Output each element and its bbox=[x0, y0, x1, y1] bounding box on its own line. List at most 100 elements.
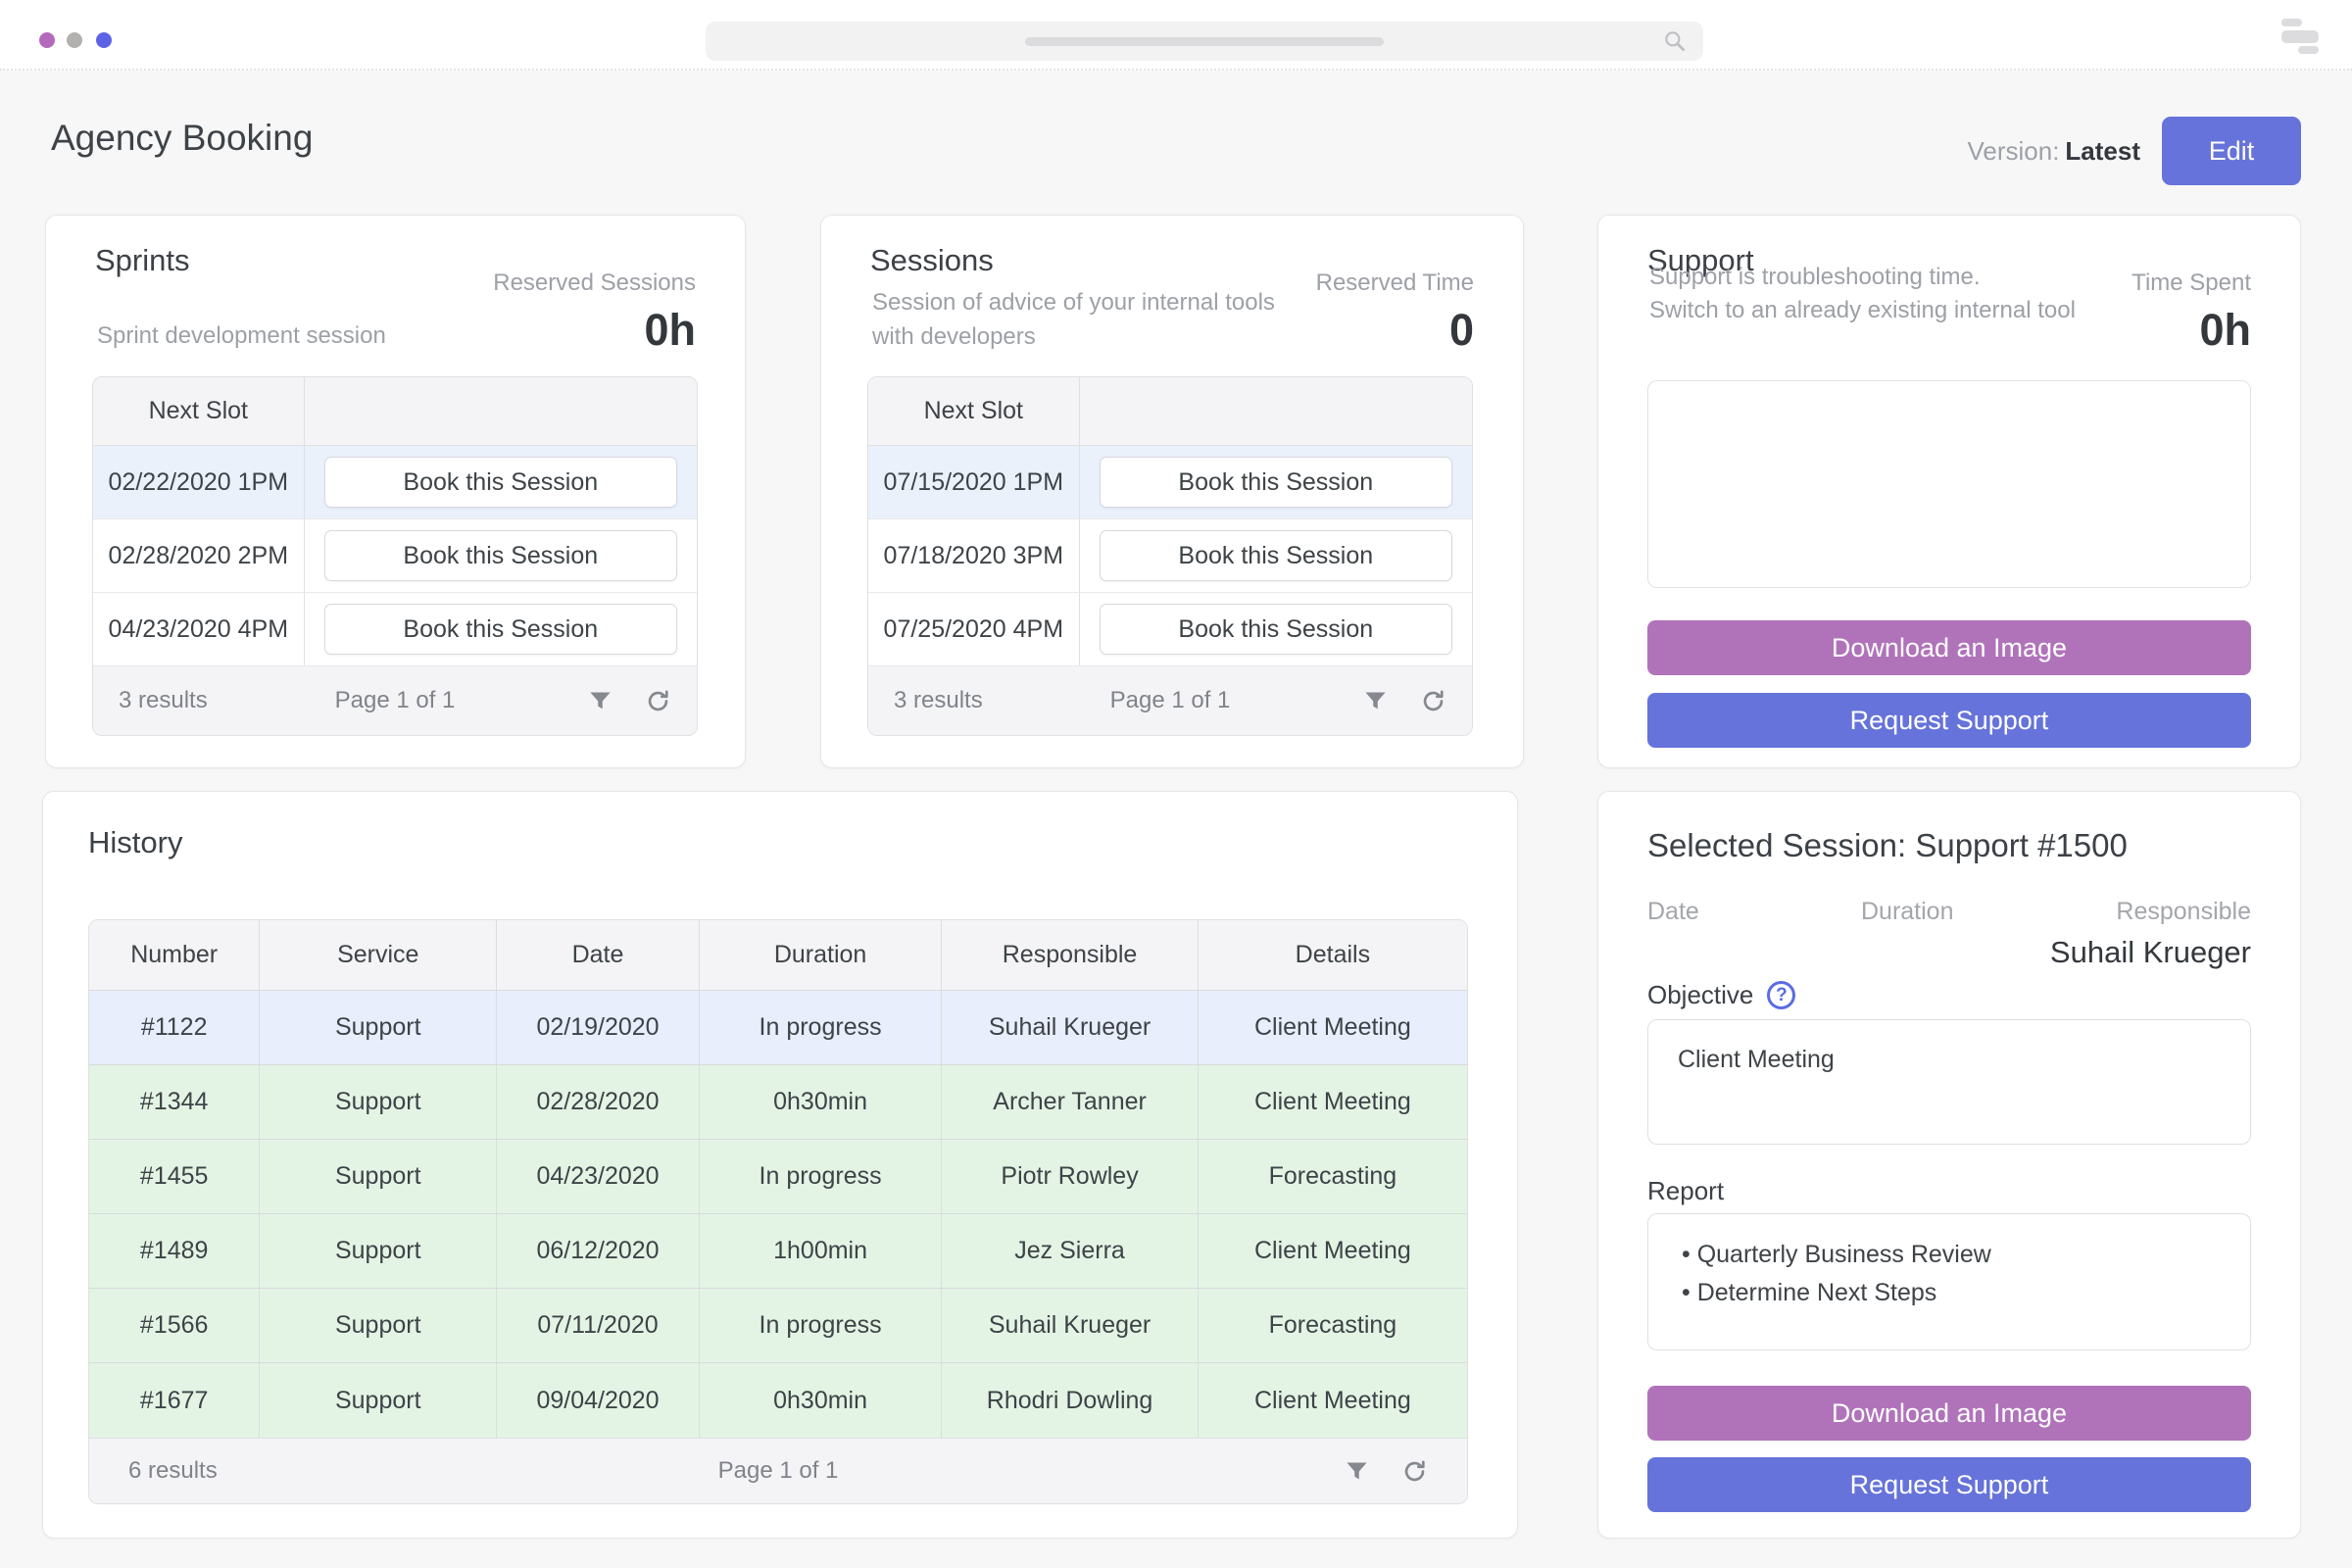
column-header-responsible: Responsible bbox=[942, 920, 1199, 990]
cell-service: Support bbox=[260, 1065, 498, 1139]
history-row[interactable]: #1344 Support 02/28/2020 0h30min Archer … bbox=[89, 1065, 1467, 1140]
responsible-value: Suhail Krueger bbox=[2049, 935, 2251, 969]
search-icon[interactable] bbox=[1662, 28, 1688, 54]
request-support-button[interactable]: Request Support bbox=[1647, 693, 2251, 748]
page-indicator: Page 1 of 1 bbox=[1109, 687, 1231, 713]
history-row[interactable]: #1489 Support 06/12/2020 1h00min Jez Sie… bbox=[89, 1214, 1467, 1289]
refresh-icon[interactable] bbox=[1420, 688, 1446, 714]
slot-datetime: 07/25/2020 4PM bbox=[868, 593, 1080, 665]
history-table: Number Service Date Duration Responsible… bbox=[88, 919, 1468, 1504]
cell-date: 06/12/2020 bbox=[497, 1214, 700, 1288]
sessions-table-body: 07/15/2020 1PM Book this Session 07/18/2… bbox=[868, 446, 1472, 666]
sprints-pagination: 3 results Page 1 of 1 bbox=[93, 666, 697, 735]
book-session-button[interactable]: Book this Session bbox=[1099, 457, 1452, 508]
sprints-table-body: 02/22/2020 1PM Book this Session 02/28/2… bbox=[93, 446, 697, 666]
sprints-stat: Reserved Sessions 0h bbox=[493, 270, 696, 356]
time-spent-label: Time Spent bbox=[2132, 270, 2251, 296]
sessions-stat: Reserved Time 0 bbox=[1316, 270, 1474, 356]
cell-responsible: Suhail Krueger bbox=[942, 991, 1199, 1064]
download-image-button[interactable]: Download an Image bbox=[1647, 1386, 2251, 1441]
window-menu-icon[interactable] bbox=[2281, 18, 2330, 55]
window-dot-gray[interactable] bbox=[67, 32, 82, 48]
book-session-button[interactable]: Book this Session bbox=[1099, 530, 1452, 581]
cell-number: #1455 bbox=[89, 1140, 261, 1213]
column-header-details: Details bbox=[1295, 941, 1371, 968]
window-dot-purple[interactable] bbox=[39, 32, 55, 48]
cell-number: #1489 bbox=[89, 1214, 261, 1288]
results-count: 6 results bbox=[128, 1457, 218, 1484]
slot-datetime: 07/15/2020 1PM bbox=[868, 446, 1080, 518]
history-title: History bbox=[88, 825, 183, 859]
results-count: 3 results bbox=[119, 687, 208, 713]
address-search-bar[interactable] bbox=[706, 22, 1703, 61]
report-field-label: Report bbox=[1647, 1176, 1724, 1206]
sessions-title: Sessions bbox=[870, 243, 994, 277]
slot-datetime: 04/23/2020 4PM bbox=[93, 593, 305, 665]
filter-icon[interactable] bbox=[1362, 688, 1389, 714]
sessions-pagination: 3 results Page 1 of 1 bbox=[868, 666, 1472, 735]
cell-duration: In progress bbox=[700, 1289, 943, 1362]
download-image-button[interactable]: Download an Image bbox=[1647, 620, 2251, 675]
cell-responsible: Piotr Rowley bbox=[942, 1140, 1199, 1213]
version-value: Latest bbox=[2065, 135, 2140, 166]
column-header-next-slot: Next Slot bbox=[93, 377, 305, 445]
sessions-table: Next Slot 07/15/2020 1PM Book this Sessi… bbox=[867, 376, 1473, 736]
cell-details: Client Meeting bbox=[1253, 1386, 1411, 1414]
reserved-time-label: Reserved Time bbox=[1315, 270, 1474, 296]
cell-details: Client Meeting bbox=[1253, 1088, 1411, 1115]
refresh-icon[interactable] bbox=[645, 688, 671, 714]
cell-number: #1677 bbox=[89, 1363, 261, 1438]
filter-icon[interactable] bbox=[587, 688, 613, 714]
cell-date: 02/19/2020 bbox=[497, 991, 700, 1064]
cell-responsible: Archer Tanner bbox=[942, 1065, 1199, 1139]
sprints-subtitle: Sprint development session bbox=[97, 322, 386, 349]
browser-topbar bbox=[0, 0, 2352, 71]
selected-session-card: Selected Session: Support #1500 Date Dur… bbox=[1597, 791, 2301, 1539]
cell-number: #1566 bbox=[89, 1289, 261, 1362]
reserved-time-value: 0 bbox=[1448, 305, 1474, 355]
column-header-number: Number bbox=[89, 920, 261, 990]
column-header-date: Date bbox=[497, 920, 700, 990]
slot-row: 02/28/2020 2PM Book this Session bbox=[93, 519, 697, 593]
sprints-card: Sprints Reserved Sessions 0h Sprint deve… bbox=[45, 215, 746, 768]
support-card: Support Time Spent 0h Support is trouble… bbox=[1597, 215, 2301, 768]
edit-button[interactable]: Edit bbox=[2162, 117, 2301, 185]
window-dot-blue[interactable] bbox=[96, 32, 112, 48]
objective-value: Client Meeting bbox=[1678, 1046, 1835, 1073]
history-row[interactable]: #1122 Support 02/19/2020 In progress Suh… bbox=[89, 991, 1467, 1065]
reserved-sessions-label: Reserved Sessions bbox=[493, 270, 696, 296]
history-pagination: 6 results Page 1 of 1 bbox=[89, 1438, 1467, 1503]
history-row[interactable]: #1566 Support 07/11/2020 In progress Suh… bbox=[89, 1289, 1467, 1363]
slot-row: 02/22/2020 1PM Book this Session bbox=[93, 446, 697, 519]
cell-details: Forecasting bbox=[1268, 1162, 1397, 1190]
cell-date: 07/11/2020 bbox=[497, 1289, 700, 1362]
sessions-subtitle: Session of advice of your internal tools… bbox=[872, 289, 1275, 350]
book-session-button[interactable]: Book this Session bbox=[323, 604, 677, 655]
report-textarea[interactable]: Quarterly Business Review Determine Next… bbox=[1647, 1213, 2251, 1350]
support-subtitle-line2: Switch to an already existing internal t… bbox=[1649, 296, 2076, 323]
cell-service: Support bbox=[260, 1289, 498, 1362]
help-icon[interactable] bbox=[1767, 981, 1796, 1009]
cell-service: Support bbox=[260, 1214, 498, 1288]
refresh-icon[interactable] bbox=[1401, 1458, 1428, 1485]
slot-row: 07/18/2020 3PM Book this Session bbox=[868, 519, 1472, 593]
header-actions: Version: Latest Edit bbox=[1967, 117, 2301, 185]
page-indicator: Page 1 of 1 bbox=[717, 1457, 839, 1484]
support-subtitle: Support is troubleshooting time. Switch … bbox=[1649, 261, 2076, 326]
book-session-button[interactable]: Book this Session bbox=[323, 530, 677, 581]
address-placeholder-line bbox=[1025, 37, 1384, 46]
cell-responsible: Rhodri Dowling bbox=[942, 1363, 1199, 1438]
filter-icon[interactable] bbox=[1344, 1458, 1370, 1485]
slot-datetime: 02/28/2020 2PM bbox=[93, 519, 305, 592]
history-row[interactable]: #1677 Support 09/04/2020 0h30min Rhodri … bbox=[89, 1363, 1467, 1438]
sprints-table-header: Next Slot bbox=[93, 377, 697, 446]
objective-textarea[interactable]: Client Meeting bbox=[1647, 1019, 2251, 1145]
cell-number: #1122 bbox=[89, 991, 261, 1064]
page-indicator: Page 1 of 1 bbox=[334, 687, 456, 713]
history-table-body: #1122 Support 02/19/2020 In progress Suh… bbox=[89, 991, 1467, 1438]
objective-field-label: Objective bbox=[1647, 980, 1796, 1010]
history-row[interactable]: #1455 Support 04/23/2020 In progress Pio… bbox=[89, 1140, 1467, 1214]
book-session-button[interactable]: Book this Session bbox=[323, 457, 677, 508]
request-support-button[interactable]: Request Support bbox=[1647, 1457, 2251, 1512]
book-session-button[interactable]: Book this Session bbox=[1099, 604, 1452, 655]
